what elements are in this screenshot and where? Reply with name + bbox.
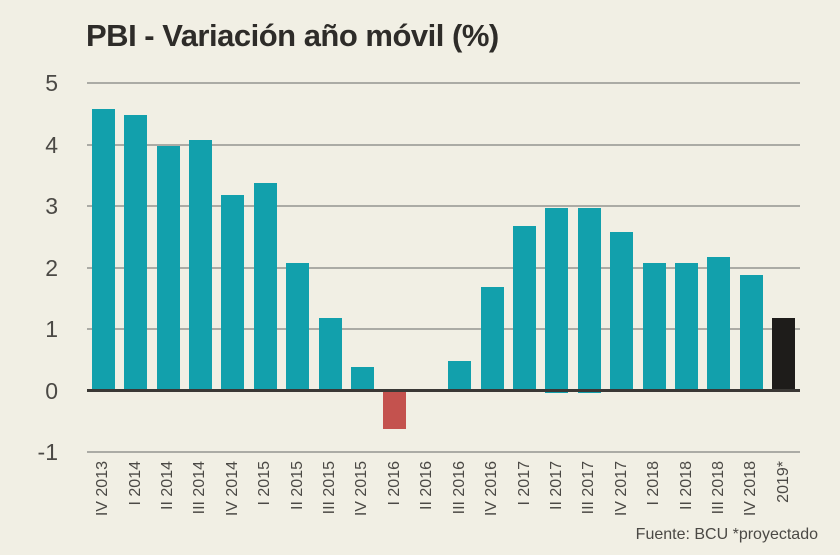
bar-iv-2013 [92,109,115,392]
x-tick-label: I 2016 [386,461,403,506]
y-tick-label: 2 [45,255,58,281]
gridline [87,328,800,330]
x-tick-label: III 2014 [191,461,208,515]
y-tick-label: 1 [45,316,58,342]
x-tick-label: III 2018 [710,461,727,515]
bar-iv-2017 [610,232,633,392]
bar-iii-2015 [319,318,342,392]
x-tick-label: III 2017 [580,461,597,515]
bar-iii-2014 [189,140,212,392]
x-tick-label: IV 2017 [613,461,630,517]
bar-iv-2016 [481,287,504,392]
y-tick-label: 4 [45,132,58,158]
x-tick-label: IV 2015 [353,461,370,517]
bar-i-2018 [643,263,666,392]
x-tick-label: I 2014 [127,461,144,506]
x-tick-label: II 2017 [548,461,565,510]
bar-i-2017 [513,226,536,392]
bar-i-2014 [124,115,147,392]
x-tick-label: I 2015 [256,461,273,506]
x-tick-label: II 2018 [678,461,695,510]
bar-ii-2015 [286,263,309,392]
bar-ii-2017 [545,208,568,393]
bar-i-2015 [254,183,277,392]
x-tick-label: IV 2013 [94,461,111,517]
bar-iii-2018 [707,257,730,392]
x-tick-label: IV 2018 [742,461,759,517]
x-tick-label: II 2014 [159,461,176,510]
y-tick-label: 0 [45,378,58,404]
x-tick-label: I 2018 [645,461,662,506]
chart-title: PBI - Variación año móvil (%) [86,18,499,53]
zero-axis-line [87,389,800,392]
gridline [87,205,800,207]
gridline [87,144,800,146]
bar-iii-2016 [448,361,471,392]
y-tick-label: 3 [45,193,58,219]
x-tick-label: II 2015 [289,461,306,510]
source-note: Fuente: BCU *proyectado [635,526,818,543]
x-tick-label: IV 2014 [224,461,241,517]
gridline [87,451,800,453]
x-tick-label: I 2017 [516,461,533,506]
bar-iv-2018 [740,275,763,392]
x-tick-label: 2019* [775,461,792,503]
x-tick-label: III 2015 [321,461,338,515]
x-tick-label: II 2016 [418,461,435,510]
bar-iii-2017 [578,208,601,393]
bar-i-2016 [383,392,406,429]
y-tick-label: -1 [37,439,58,465]
bar-iv-2015 [351,367,374,392]
bar-iv-2014 [221,195,244,392]
bar-ii-2018 [675,263,698,392]
x-tick-label: III 2016 [451,461,468,515]
bar-ii-2014 [157,146,180,392]
x-tick-label: IV 2016 [483,461,500,517]
bar-2019- [772,318,795,392]
y-tick-label: 5 [45,70,58,96]
gridline [87,82,800,84]
gridline [87,267,800,269]
